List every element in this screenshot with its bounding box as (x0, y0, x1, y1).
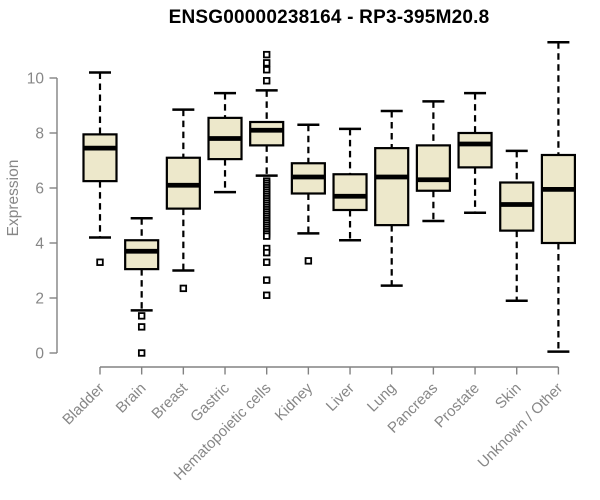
outlier-point-breast (179, 284, 188, 293)
outlier-point-hematopoietic-cells (262, 248, 271, 257)
y-tick-label-10: 10 (27, 71, 45, 88)
outlier-point-kidney (304, 257, 313, 265)
outlier-point-hematopoietic-cells (262, 258, 271, 266)
box-iqr-unknown-other (540, 153, 577, 245)
x-tick-label-bladder: Bladder (59, 380, 108, 429)
x-tick-label-lung: Lung (364, 380, 400, 416)
box-iqr-liver (332, 173, 368, 212)
box-iqr-brain (124, 239, 160, 271)
x-tick-label-brain: Brain (113, 380, 150, 417)
x-tick-label-prostate: Prostate (431, 380, 483, 432)
box-iqr-hematopoietic-cells (249, 120, 285, 147)
outlier-point-hematopoietic-cells (262, 77, 271, 85)
box-iqr-bladder (82, 133, 118, 183)
chart-title: ENSG00000238164 - RP3-395M20.8 (168, 7, 490, 28)
outlier-point-hematopoietic-cells (262, 50, 271, 59)
outlier-point-hematopoietic-cells (262, 232, 271, 240)
y-tick-label-8: 8 (35, 126, 44, 143)
x-tick-label-breast: Breast (148, 379, 191, 422)
outlier-point-hematopoietic-cells (262, 276, 271, 284)
box-iqr-prostate (457, 131, 493, 169)
y-tick-label-2: 2 (35, 291, 44, 308)
outlier-point-brain (137, 312, 146, 320)
x-tick-label-skin: Skin (492, 380, 525, 413)
x-tick-label-kidney: Kidney (272, 379, 317, 424)
outlier-point-bladder (96, 258, 104, 266)
outlier-point-hematopoietic-cells (262, 59, 271, 67)
y-tick-label-6: 6 (35, 181, 44, 198)
outlier-point-hematopoietic-cells (262, 66, 271, 74)
x-tick-label-liver: Liver (323, 380, 358, 415)
outlier-point-brain (137, 323, 146, 331)
outlier-point-brain (137, 349, 146, 357)
y-tick-label-0: 0 (35, 346, 44, 363)
box-iqr-lung (374, 147, 410, 227)
box-iqr-pancreas (415, 144, 451, 192)
outlier-point-hematopoietic-cells (262, 291, 271, 299)
y-tick-label-4: 4 (35, 236, 44, 253)
